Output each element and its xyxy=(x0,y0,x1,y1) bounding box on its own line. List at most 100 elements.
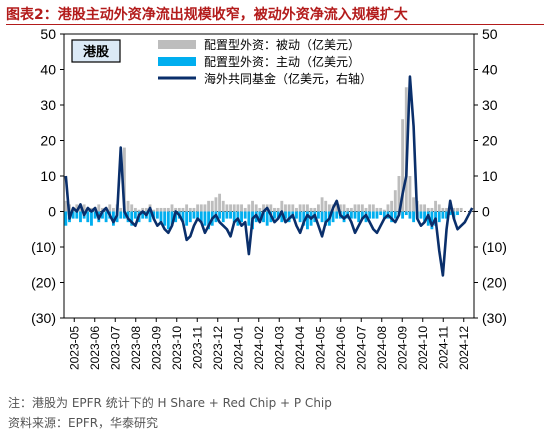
right-y-tick-label: 20 xyxy=(482,133,498,149)
passive-bar xyxy=(437,204,441,212)
passive-bar xyxy=(75,204,79,212)
passive-bar xyxy=(397,176,401,212)
passive-bar xyxy=(412,197,416,212)
passive-bar xyxy=(291,204,295,212)
active-bar xyxy=(181,211,185,223)
legend-swatch-passive xyxy=(158,40,196,49)
passive-bar xyxy=(379,207,383,212)
passive-bar xyxy=(262,204,265,212)
active-bar xyxy=(379,211,383,216)
passive-bar xyxy=(181,207,185,212)
passive-bar xyxy=(188,207,192,212)
passive-bar xyxy=(126,200,130,212)
passive-bar xyxy=(338,204,342,212)
left-y-axis: 50 40 30 20 10 0 (10) (20) (30) xyxy=(31,26,64,326)
market-label-box xyxy=(71,39,121,63)
x-tick-label: 2024-01 xyxy=(231,326,245,370)
legend-label-active: 配置型外资：主动（亿美元） xyxy=(204,54,360,69)
passive-bar xyxy=(298,204,302,212)
passive-bar xyxy=(254,204,258,212)
active-bar xyxy=(218,211,222,219)
active-bar xyxy=(64,211,68,226)
passive-bar xyxy=(452,207,456,212)
x-tick-label: 2023-12 xyxy=(211,326,225,370)
active-bar xyxy=(243,211,247,219)
active-bar xyxy=(324,211,328,226)
active-bar xyxy=(276,211,280,219)
right-y-tick-label: 10 xyxy=(482,168,498,184)
passive-bar xyxy=(364,207,368,212)
passive-bar xyxy=(79,207,82,212)
active-bar xyxy=(247,211,251,226)
left-y-tick-label: (20) xyxy=(31,275,56,291)
chart-title: 图表2：港股主动外资净流出规模收窄，被动外资净流入规模扩大 xyxy=(6,7,408,23)
passive-bar xyxy=(276,207,280,212)
passive-bar xyxy=(316,204,320,212)
passive-bar xyxy=(218,193,222,212)
passive-bar xyxy=(130,204,134,212)
passive-bar xyxy=(236,204,240,212)
active-bar xyxy=(133,211,137,219)
active-bar xyxy=(192,211,196,219)
active-bar xyxy=(90,211,93,226)
passive-bar xyxy=(346,207,350,212)
passive-bar xyxy=(320,197,324,212)
passive-bar xyxy=(170,204,174,212)
passive-bar xyxy=(207,200,211,212)
passive-bar xyxy=(349,207,353,212)
active-bar xyxy=(159,211,163,223)
left-y-tick-label: 50 xyxy=(40,26,56,42)
active-bar xyxy=(221,211,225,223)
active-bar xyxy=(148,211,152,223)
active-bar xyxy=(412,211,416,223)
active-bar xyxy=(141,211,145,219)
passive-bar xyxy=(342,204,346,212)
x-tick-label: 2023-06 xyxy=(88,326,102,370)
passive-bar xyxy=(221,200,225,212)
active-bar xyxy=(75,211,79,219)
passive-bar xyxy=(284,204,287,212)
passive-bar xyxy=(122,147,126,212)
active-bar xyxy=(104,211,108,223)
active-bar xyxy=(393,211,397,219)
passive-bar xyxy=(408,176,412,212)
active-bar xyxy=(353,211,357,219)
active-bar xyxy=(445,211,448,219)
passive-bar xyxy=(229,204,232,212)
x-axis: 2023-05 2023-06 2023-07 2023-08 2023-09 2023-… xyxy=(67,318,471,370)
legend-label-passive: 配置型外资：被动（亿美元） xyxy=(204,37,360,52)
x-tick-label: 2024-07 xyxy=(354,326,368,370)
active-bar xyxy=(331,211,335,223)
active-bar xyxy=(130,211,134,226)
x-tick-label: 2024-04 xyxy=(293,326,307,370)
active-bar xyxy=(360,211,364,219)
active-bar xyxy=(456,211,459,216)
right-y-tick-label: 0 xyxy=(482,204,490,220)
x-tick-label: 2024-05 xyxy=(313,326,327,370)
active-bar xyxy=(408,211,412,219)
passive-bar xyxy=(313,207,317,212)
passive-bar xyxy=(225,204,229,212)
x-tick-label: 2023-08 xyxy=(129,326,143,370)
passive-bar xyxy=(327,204,331,212)
passive-bar xyxy=(269,204,273,212)
active-bar xyxy=(163,211,167,226)
active-bar xyxy=(111,211,115,226)
passive-bar xyxy=(199,204,203,212)
active-bar xyxy=(430,211,434,230)
active-bar xyxy=(207,211,211,230)
passive-bar xyxy=(247,204,251,212)
active-bar xyxy=(155,211,159,219)
market-label: 港股 xyxy=(83,44,109,60)
passive-bar xyxy=(295,207,298,212)
active-bar xyxy=(232,211,236,223)
passive-bar xyxy=(430,207,434,212)
passive-bar xyxy=(159,207,163,212)
passive-bar xyxy=(287,204,291,212)
passive-bar xyxy=(434,200,437,212)
active-bar xyxy=(122,211,126,219)
active-bar xyxy=(240,211,243,223)
right-y-tick-label: (30) xyxy=(482,310,507,326)
passive-bar xyxy=(111,207,115,212)
